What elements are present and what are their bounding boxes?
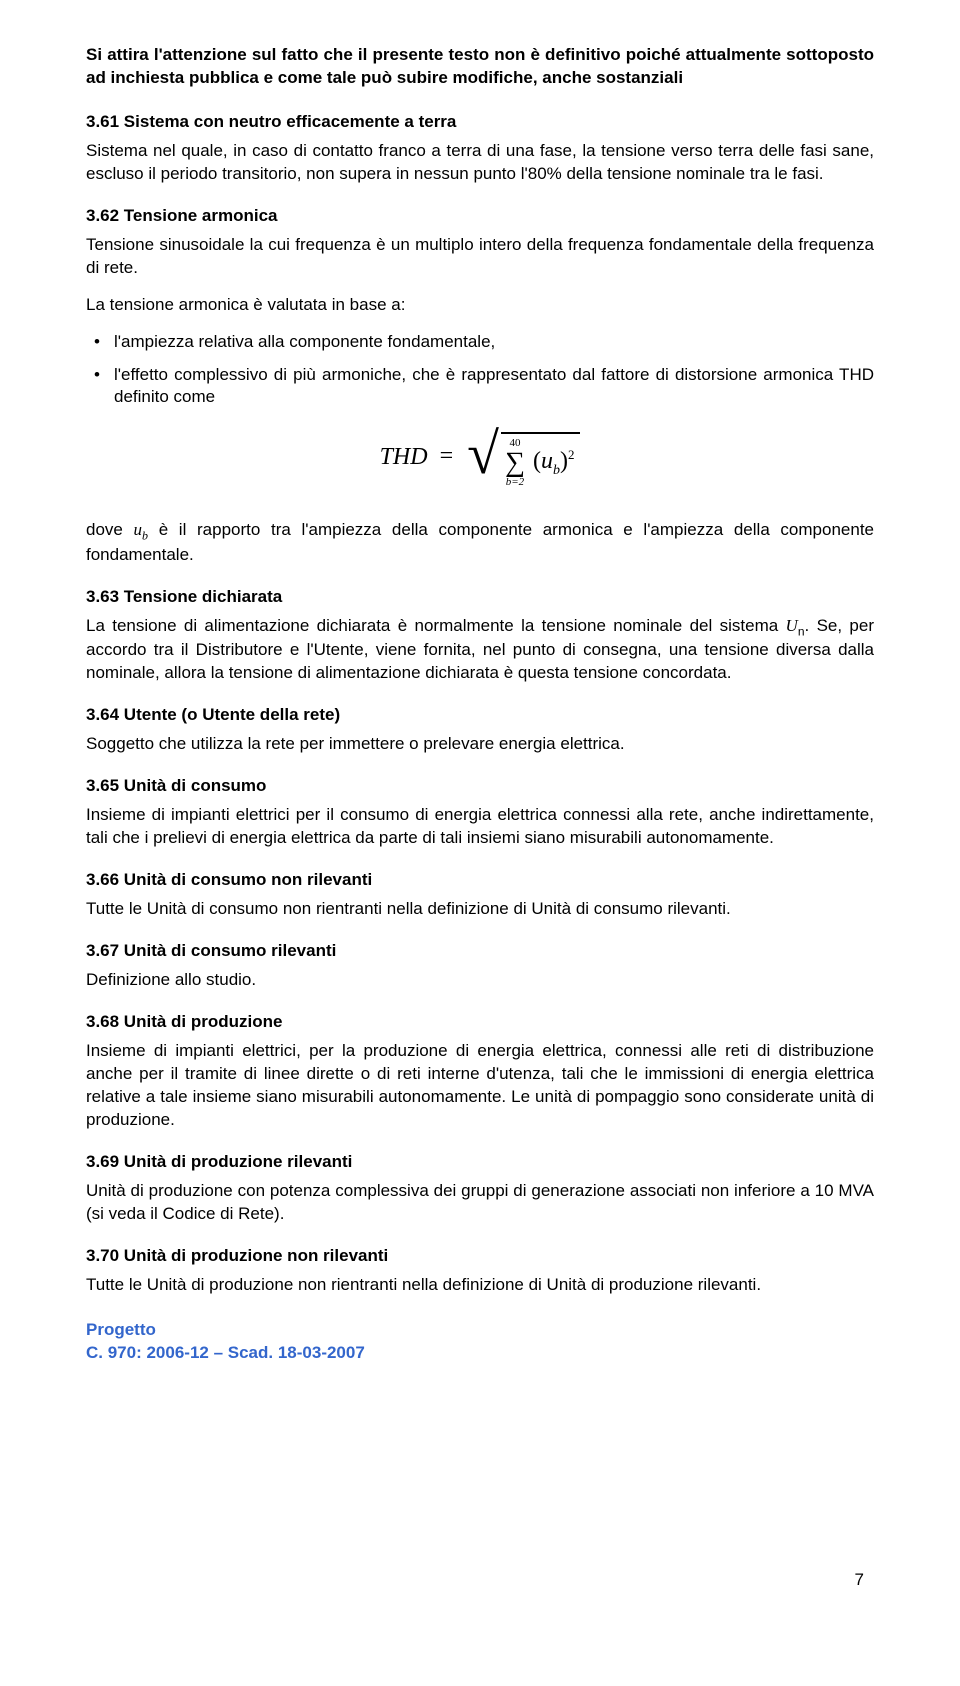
radical-icon: √ xyxy=(467,425,499,483)
section-370-text: Tutte le Unità di produzione non rientra… xyxy=(86,1274,874,1297)
section-362-p3: dove ub è il rapporto tra l'ampiezza del… xyxy=(86,519,874,567)
section-363-text: La tensione di alimentazione dichiarata … xyxy=(86,615,874,685)
formula-lhs: THD xyxy=(380,444,428,471)
sigma-icon: ∑ xyxy=(505,449,525,477)
s363-pre: La tensione di alimentazione dichiarata … xyxy=(86,616,786,635)
footer-line-2: C. 970: 2006-12 – Scad. 18-03-2007 xyxy=(86,1342,874,1365)
equals-icon: = xyxy=(440,443,454,469)
sigma-block: 40 ∑ b=2 xyxy=(505,438,525,488)
bullet-362-1: l'ampiezza relativa alla componente fond… xyxy=(114,331,874,354)
section-363-head: 3.63 Tensione dichiarata xyxy=(86,587,874,607)
term-sup: 2 xyxy=(568,447,575,462)
term-var: u xyxy=(541,448,553,474)
section-365-text: Insieme di impianti elettrici per il con… xyxy=(86,804,874,850)
s363-sub: n xyxy=(798,624,805,638)
section-366-text: Tutte le Unità di consumo non rientranti… xyxy=(86,898,874,921)
radicand: 40 ∑ b=2 (ub)2 xyxy=(501,432,580,490)
section-367-text: Definizione allo studio. xyxy=(86,969,874,992)
section-369-text: Unità di produzione con potenza compless… xyxy=(86,1180,874,1226)
section-368-head: 3.68 Unità di produzione xyxy=(86,1012,874,1032)
section-370-head: 3.70 Unità di produzione non rilevanti xyxy=(86,1246,874,1266)
section-362-p2: La tensione armonica è valutata in base … xyxy=(86,294,874,317)
sqrt-wrap: √ 40 ∑ b=2 (ub)2 xyxy=(467,425,580,490)
document-page: Si attira l'attenzione sul fatto che il … xyxy=(0,0,960,1686)
term-sub: b xyxy=(553,463,560,478)
section-364-text: Soggetto che utilizza la rete per immett… xyxy=(86,733,874,756)
section-364-head: 3.64 Utente (o Utente della rete) xyxy=(86,705,874,725)
bullet-362-2: l'effetto complessivo di più armoniche, … xyxy=(114,364,874,410)
sigma-lower: b=2 xyxy=(505,477,525,488)
section-361-text: Sistema nel quale, in caso di contatto f… xyxy=(86,140,874,186)
page-number: 7 xyxy=(855,1570,864,1590)
formula-term: (ub)2 xyxy=(531,447,575,479)
footer-line-1: Progetto xyxy=(86,1319,874,1342)
section-368-text: Insieme di impianti elettrici, per la pr… xyxy=(86,1040,874,1132)
section-366-head: 3.66 Unità di consumo non rilevanti xyxy=(86,870,874,890)
section-362-bullets: l'ampiezza relativa alla componente fond… xyxy=(86,331,874,410)
footer-block: Progetto C. 970: 2006-12 – Scad. 18-03-2… xyxy=(86,1319,874,1365)
thd-formula: THD = √ 40 ∑ b=2 (ub)2 xyxy=(86,425,874,495)
header-disclaimer: Si attira l'attenzione sul fatto che il … xyxy=(86,44,874,90)
p3-var: u xyxy=(134,520,143,539)
p3-post: è il rapporto tra l'ampiezza della compo… xyxy=(86,520,874,564)
section-361-head: 3.61 Sistema con neutro efficacemente a … xyxy=(86,112,874,132)
p3-pre: dove xyxy=(86,520,134,539)
section-369-head: 3.69 Unità di produzione rilevanti xyxy=(86,1152,874,1172)
section-362-p1: Tensione sinusoidale la cui frequenza è … xyxy=(86,234,874,280)
section-362-head: 3.62 Tensione armonica xyxy=(86,206,874,226)
section-365-head: 3.65 Unità di consumo xyxy=(86,776,874,796)
s363-var: U xyxy=(786,616,798,635)
section-367-head: 3.67 Unità di consumo rilevanti xyxy=(86,941,874,961)
